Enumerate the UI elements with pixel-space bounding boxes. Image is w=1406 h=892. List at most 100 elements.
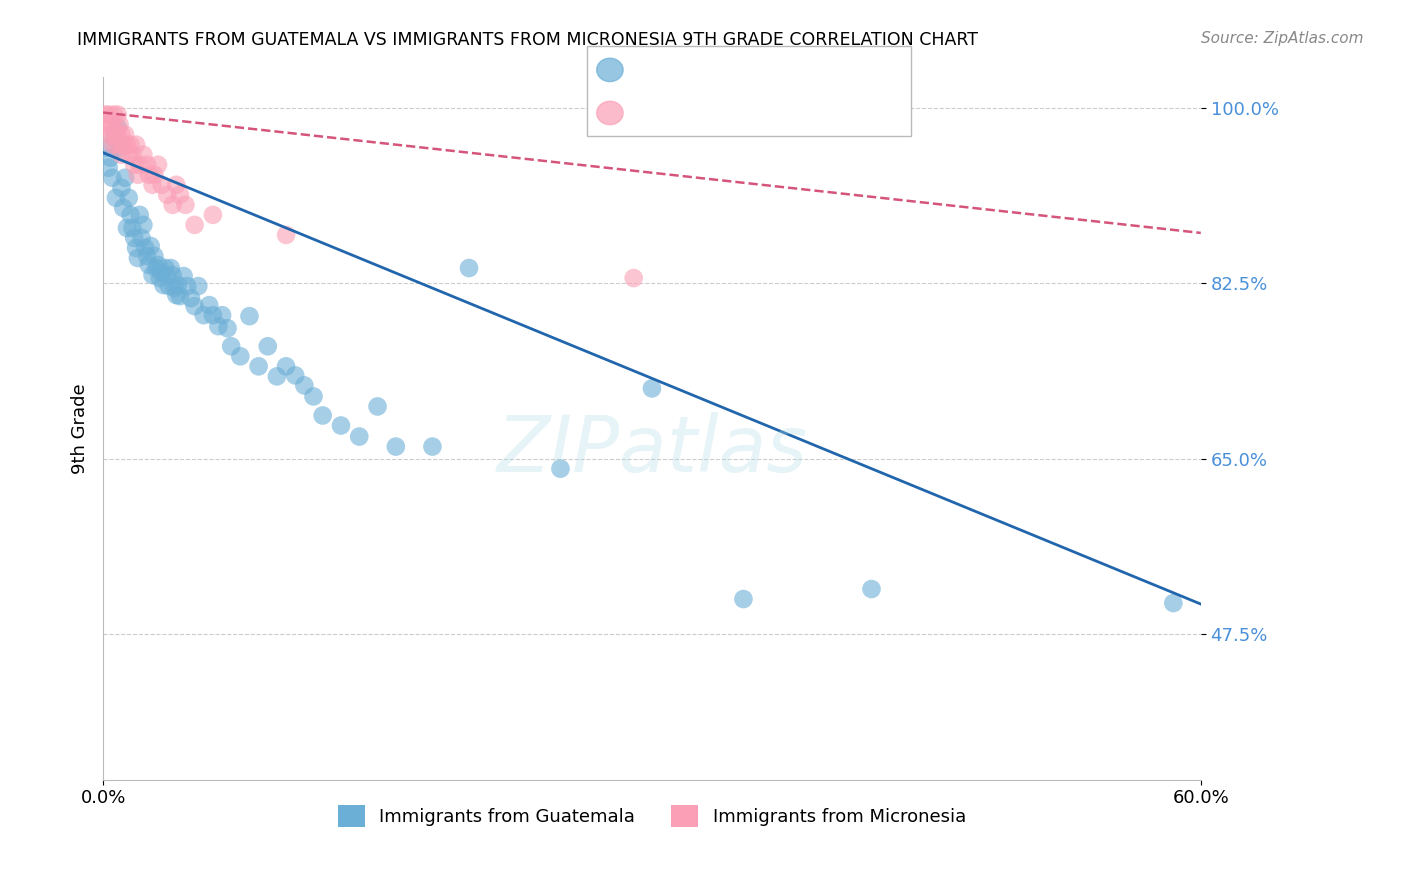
Point [211,308,233,322]
Point [112,201,135,215]
Point [146,258,169,272]
Point [349,429,371,443]
Point [162,198,184,212]
Point [112,137,135,152]
Point [247,359,270,374]
Point [149,271,172,285]
Point [145,260,167,275]
Point [152,278,174,293]
Point [115,137,138,152]
Point [101,137,124,152]
Point [120,137,142,152]
Point [162,268,184,282]
Legend: Immigrants from Guatemala, Immigrants from Micronesia: Immigrants from Guatemala, Immigrants fr… [330,797,973,834]
Point [157,279,180,293]
Point [143,249,166,263]
Ellipse shape [596,58,623,81]
Point [100,151,122,165]
Point [94,107,117,121]
Point [100,118,122,132]
Point [96,141,118,155]
Point [97,107,120,121]
Point [114,128,136,142]
Point [274,359,297,374]
Point [122,158,145,172]
Point [183,299,205,313]
Point [167,278,190,293]
Point [128,158,150,172]
Point [165,178,187,192]
Point [207,319,229,334]
Point [187,279,209,293]
Point [128,208,150,222]
Point [114,170,136,185]
Point [163,281,186,295]
Point [132,218,155,232]
Text: IMMIGRANTS FROM GUATEMALA VS IMMIGRANTS FROM MICRONESIA 9TH GRADE CORRELATION CH: IMMIGRANTS FROM GUATEMALA VS IMMIGRANTS … [77,31,979,49]
Point [159,260,181,275]
Point [156,187,179,202]
Point [122,231,145,245]
Text: Source: ZipAtlas.com: Source: ZipAtlas.com [1201,31,1364,46]
Point [141,268,163,282]
Point [110,181,132,195]
Point [134,241,156,255]
Point [238,309,260,323]
Point [108,137,131,152]
Point [141,178,163,192]
Point [121,220,143,235]
Point [623,271,645,285]
Point [108,141,131,155]
Point [103,118,125,132]
Point [183,218,205,232]
Text: ZIPatlas: ZIPatlas [496,411,807,488]
Point [110,147,132,161]
Point [641,381,664,395]
Point [176,279,198,293]
Point [118,147,141,161]
Point [219,339,242,353]
Point [107,120,129,135]
Point [104,137,127,152]
Point [180,291,202,305]
Text: R = -0.202   N = 43: R = -0.202 N = 43 [643,104,820,122]
Point [155,260,177,275]
Point [311,409,333,423]
Point [115,220,138,235]
Point [165,288,187,302]
Point [103,130,125,145]
Point [292,378,315,392]
Point [96,118,118,132]
Point [127,251,149,265]
Point [198,298,221,312]
Point [266,369,288,384]
Point [385,440,408,454]
Point [1163,596,1185,610]
Point [139,239,162,253]
Point [229,349,252,363]
FancyBboxPatch shape [586,46,911,136]
Point [110,128,132,142]
Point [127,168,149,182]
Point [201,308,224,322]
Point [125,241,148,255]
Point [125,137,148,152]
Point [150,266,173,280]
Point [132,147,155,161]
Point [107,128,129,142]
Point [104,128,127,142]
Point [284,368,307,383]
Point [146,158,169,172]
Point [101,128,124,142]
Point [217,321,239,335]
Point [150,178,173,192]
Point [193,308,215,322]
Point [97,161,120,175]
Point [733,592,755,607]
Point [156,268,179,282]
Point [860,582,883,596]
Point [103,107,125,121]
Point [169,187,191,202]
Point [104,191,127,205]
Point [108,118,131,132]
